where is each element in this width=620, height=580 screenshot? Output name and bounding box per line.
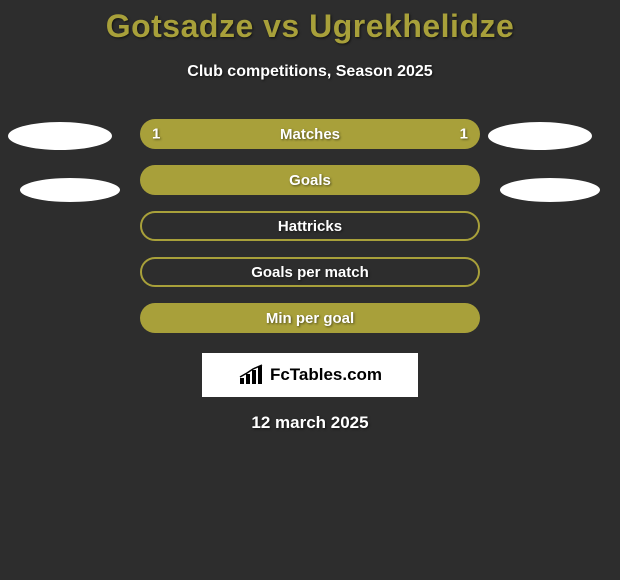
stat-label: Hattricks: [278, 218, 342, 235]
stat-row-matches: 1 Matches 1: [0, 119, 620, 165]
chart-icon: [238, 364, 266, 386]
subtitle: Club competitions, Season 2025: [0, 63, 620, 81]
page-title: Gotsadze vs Ugrekhelidze: [0, 0, 620, 45]
stat-label: Goals: [289, 172, 331, 189]
stat-value-right: 1: [460, 126, 468, 143]
brand-text: FcTables.com: [270, 365, 382, 385]
stat-label: Matches: [280, 126, 340, 143]
stat-label: Min per goal: [266, 310, 354, 327]
stat-bar: Hattricks: [140, 211, 480, 241]
stat-bar: Goals per match: [140, 257, 480, 287]
date-text: 12 march 2025: [0, 413, 620, 433]
stat-value-left: 1: [152, 126, 160, 143]
stat-row-min-per-goal: Min per goal: [0, 303, 620, 349]
stat-row-hattricks: Hattricks: [0, 211, 620, 257]
brand-box: FcTables.com: [202, 353, 418, 397]
stat-row-goals-per-match: Goals per match: [0, 257, 620, 303]
stat-label: Goals per match: [251, 264, 369, 281]
stat-bar: 1 Matches 1: [140, 119, 480, 149]
stat-row-goals: Goals: [0, 165, 620, 211]
stats-rows: 1 Matches 1 Goals Hattricks Goals per ma…: [0, 119, 620, 349]
stat-bar: Min per goal: [140, 303, 480, 333]
stat-bar: Goals: [140, 165, 480, 195]
